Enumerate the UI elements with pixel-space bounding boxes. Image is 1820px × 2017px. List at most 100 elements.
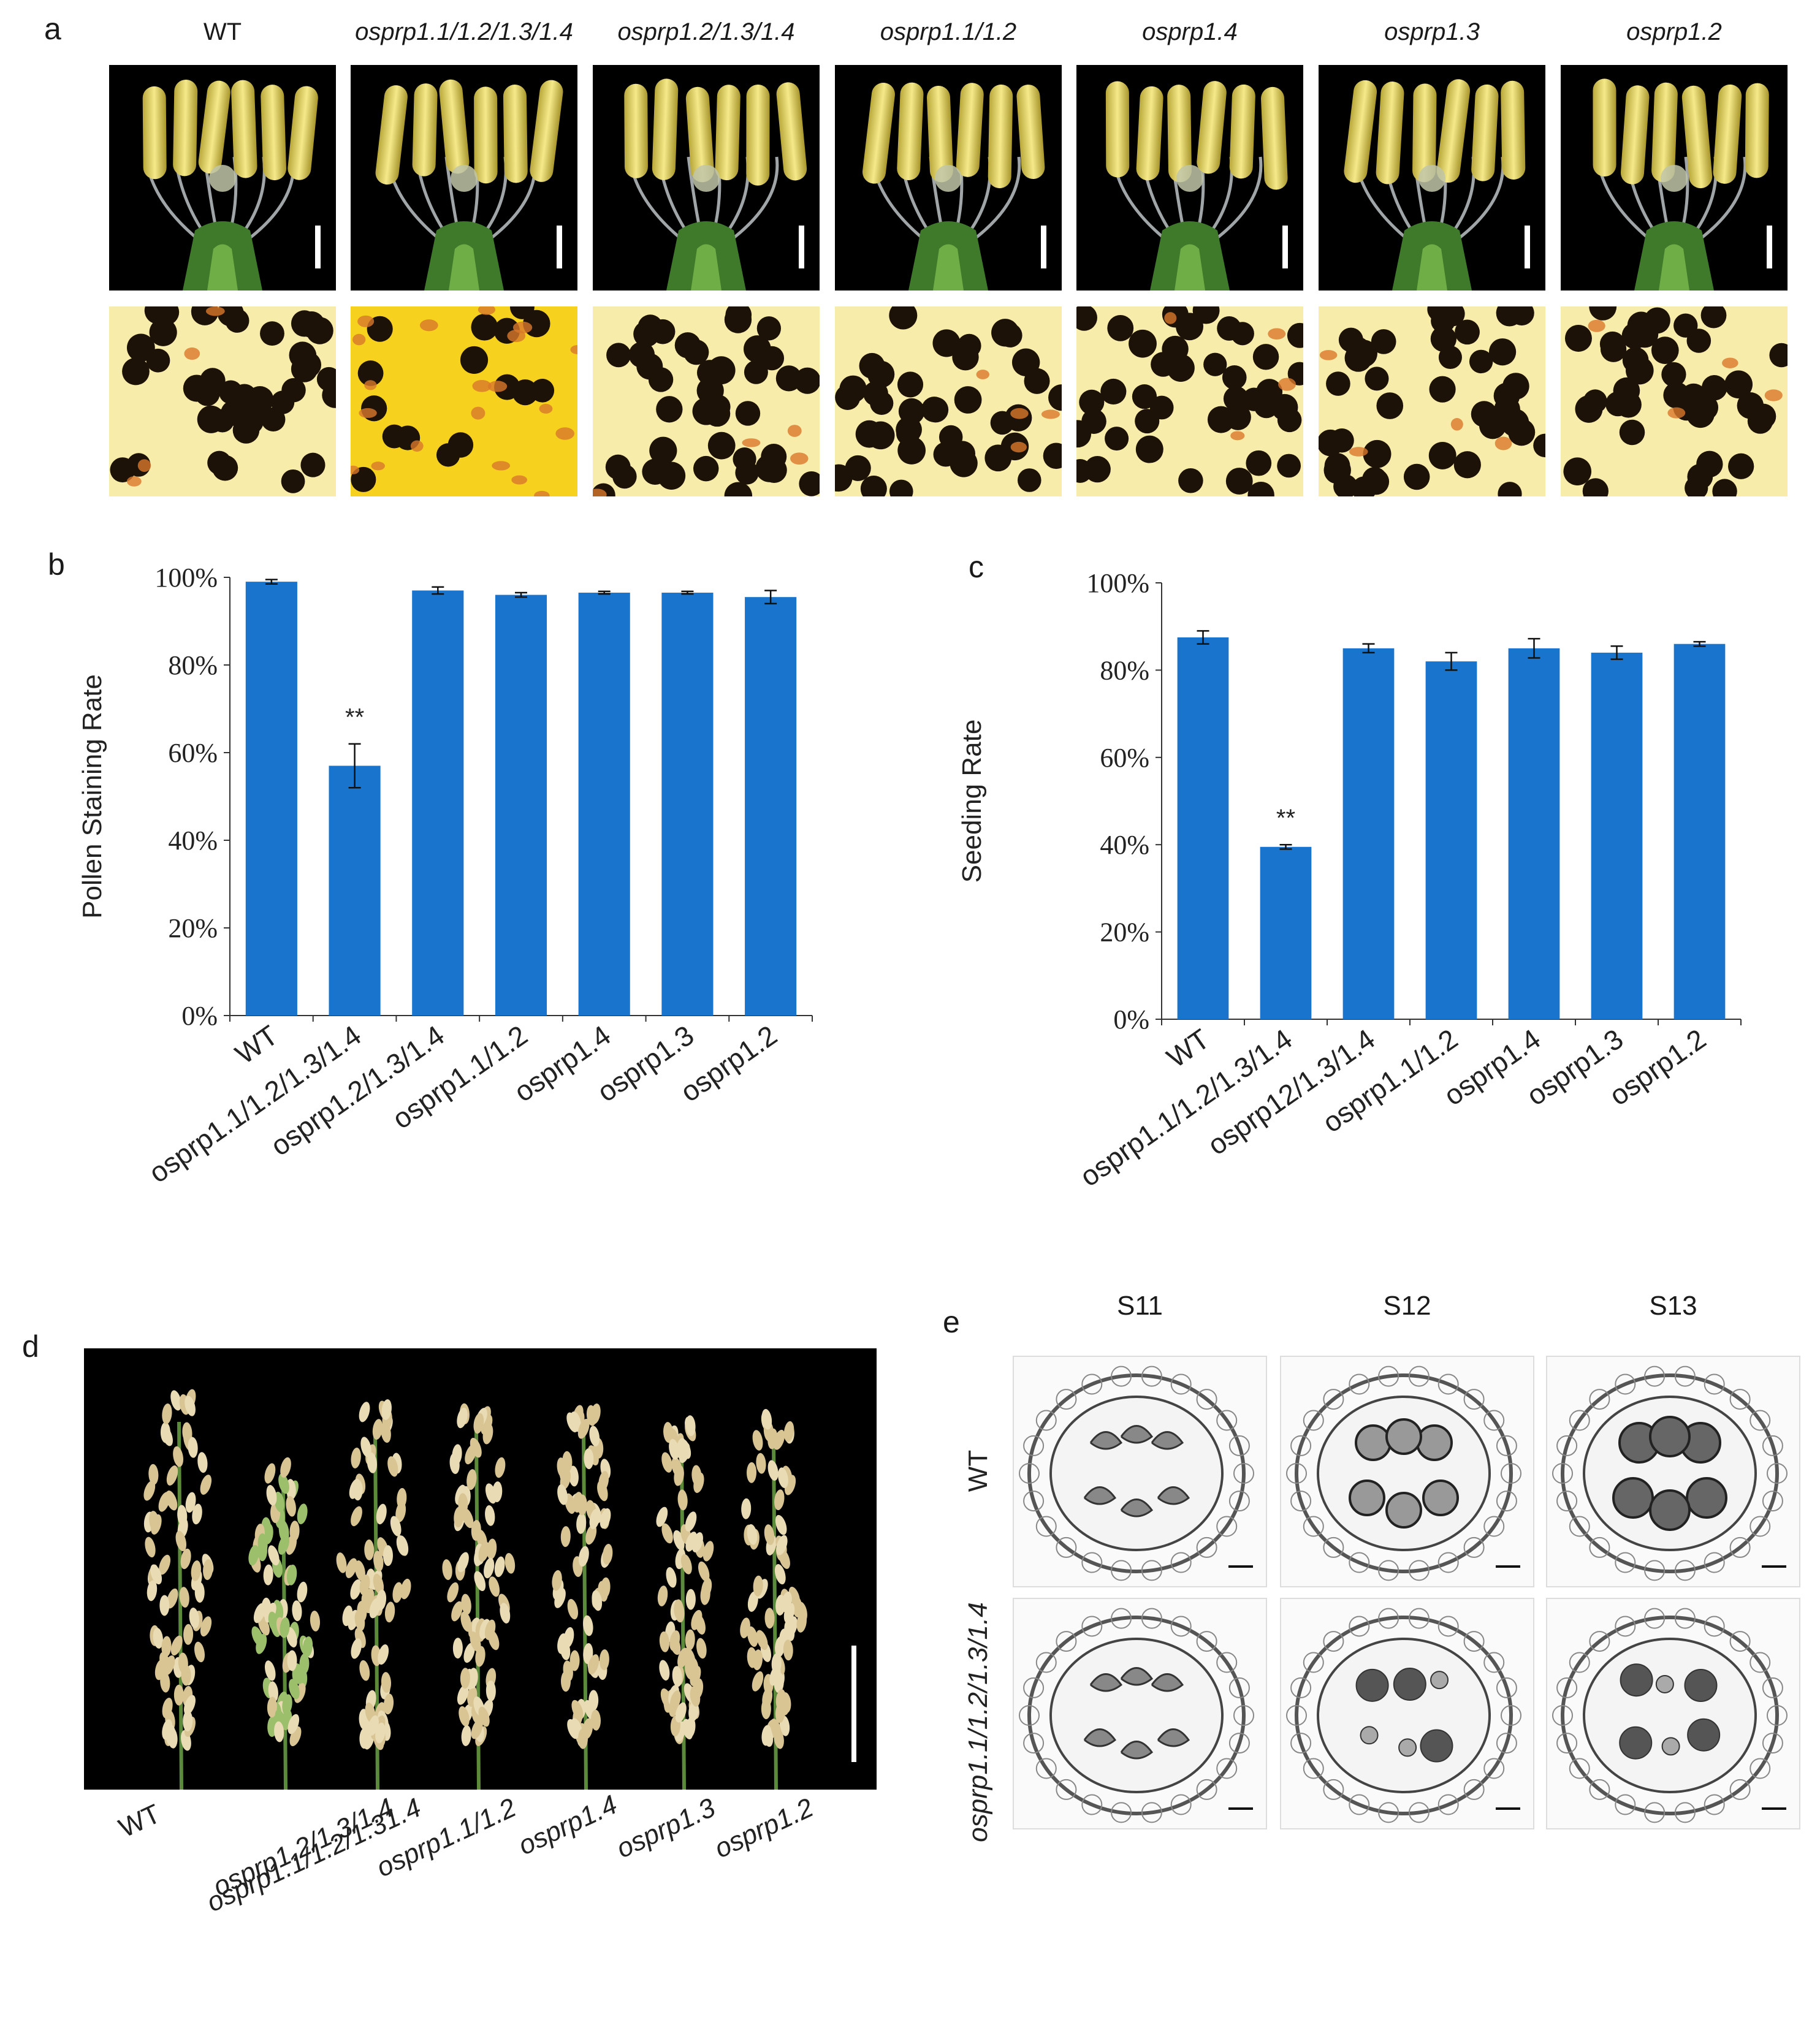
error-bar <box>1693 640 1706 647</box>
pollen-stain-photo <box>351 306 577 496</box>
bar <box>661 593 714 1016</box>
anther-section-photo <box>1013 1598 1267 1829</box>
pollen-stain-photo <box>1319 306 1545 496</box>
bar <box>745 597 797 1016</box>
panicle-label: WT <box>115 1799 166 1844</box>
error-bar <box>1279 843 1292 850</box>
row-label: WT <box>963 1450 993 1492</box>
y-tick-label: 80% <box>168 650 218 680</box>
x-category-label: WT <box>229 1019 283 1071</box>
stage-label: S11 <box>1116 1291 1163 1321</box>
panel-a-column-label: osprp1.3 <box>1384 18 1480 45</box>
panel-c-letter: c <box>969 550 984 584</box>
y-tick-label: 80% <box>1100 655 1149 685</box>
significance-marker: ** <box>1276 805 1295 832</box>
error-bar <box>598 590 611 595</box>
pollen-stain-photo <box>835 306 1062 496</box>
flower-photo <box>1319 65 1545 291</box>
panel-d-letter: d <box>22 1329 39 1364</box>
bar <box>1591 652 1643 1019</box>
bar <box>1342 648 1395 1019</box>
bar <box>412 590 464 1016</box>
x-category-label: WT <box>1161 1023 1215 1074</box>
panel-a-column-label: WT <box>203 18 242 45</box>
error-bar <box>681 590 694 595</box>
pollen-stain-photo <box>593 306 820 496</box>
panel-a-column-label: osprp1.1/1.2 <box>880 18 1017 45</box>
panicle-label: osprp1.3 <box>612 1792 720 1864</box>
panicle <box>552 1404 613 1790</box>
pollen-stain-photo <box>1076 306 1303 496</box>
panicle-photo <box>84 1348 877 1790</box>
error-bar <box>1528 637 1540 659</box>
panicle-label: osprp1.4 <box>514 1790 622 1861</box>
error-bar <box>1610 645 1623 660</box>
error-bar <box>432 586 444 595</box>
bar <box>1508 648 1560 1019</box>
flower-photo <box>835 65 1062 291</box>
panel-a-column-label: osprp1.1/1.2/1.3/1.4 <box>355 18 573 45</box>
panel-a-column-label: osprp1.4 <box>1142 18 1238 45</box>
error-bar <box>515 591 527 598</box>
y-axis-label: Seeding Rate <box>957 720 987 883</box>
error-bar <box>1197 630 1209 645</box>
panel-e-letter: e <box>943 1305 960 1339</box>
panel-d-labels: WT osprp1.1/1.2/1.31.4osprp1.2/1.3/1.4osp… <box>115 1790 818 1918</box>
anther-section-photo <box>1013 1356 1267 1587</box>
pollen-stain-photo <box>109 306 336 496</box>
y-tick-label: 20% <box>168 913 218 943</box>
bar <box>1177 637 1229 1019</box>
stage-label: S12 <box>1383 1291 1431 1321</box>
error-bar <box>348 743 361 789</box>
bar <box>1425 661 1477 1019</box>
panel-a-column-label: osprp1.2 <box>1626 18 1722 45</box>
bar <box>495 594 547 1016</box>
error-bar <box>1362 643 1375 654</box>
anther-section-photo <box>1280 1598 1534 1829</box>
panicle-label: osprp1.2 <box>710 1793 818 1864</box>
row-label: osprp1.1/1.2/1.3/1.4 <box>963 1602 993 1842</box>
flower-photo <box>593 65 820 291</box>
bar <box>1673 644 1726 1019</box>
bar <box>329 765 381 1016</box>
panicle <box>336 1399 411 1790</box>
y-tick-label: 40% <box>1100 830 1149 860</box>
bar <box>1260 846 1312 1019</box>
y-tick-label: 40% <box>168 826 218 856</box>
anther-section-photo <box>1546 1598 1800 1829</box>
panel-a-column-label: osprp1.2/1.3/1.4 <box>617 18 795 45</box>
panicle <box>143 1389 214 1790</box>
y-tick-label: 100% <box>154 563 218 593</box>
panicle <box>740 1408 807 1790</box>
flower-photo <box>351 65 577 291</box>
bar <box>578 593 630 1016</box>
panicle-label: osprp1.2/1.3/1.4 <box>208 1793 398 1902</box>
seeding-rate-chart: 0%20%40%60%80%100%Seeding RateWTosprp1.1… <box>957 568 1742 1193</box>
panicle <box>248 1457 321 1790</box>
flower-photo <box>109 65 336 291</box>
y-tick-label: 0% <box>1113 1005 1149 1035</box>
y-axis-label: Pollen Staining Rate <box>77 674 107 919</box>
y-tick-label: 100% <box>1086 568 1149 598</box>
anther-section-photo <box>1280 1356 1534 1587</box>
y-tick-label: 0% <box>181 1001 218 1031</box>
significance-marker: ** <box>345 704 364 731</box>
panicle <box>656 1415 714 1790</box>
pollen-staining-chart: 0% 20% 40% 60% 80% 100% Pollen Staining Rate WT… <box>77 563 813 1189</box>
flower-photo <box>1076 65 1303 291</box>
anther-section-photo <box>1546 1356 1800 1587</box>
panel-b-letter: b <box>48 547 65 582</box>
error-bar <box>265 579 278 585</box>
y-tick-label: 20% <box>1100 917 1149 948</box>
y-tick-label: 60% <box>168 738 218 768</box>
panel-a-letter: a <box>44 12 61 46</box>
flower-photo <box>1561 65 1788 291</box>
x-category-label: osprp1.2 <box>674 1019 782 1108</box>
y-tick-label: 60% <box>1100 743 1149 773</box>
scale-bar <box>851 1646 856 1762</box>
stage-label: S13 <box>1649 1291 1697 1321</box>
panel-e-row-labels: WT osprp1.1/1.2/1.3/1.4 <box>963 1450 993 1842</box>
panicle <box>442 1403 516 1790</box>
pollen-stain-photo <box>1561 306 1788 496</box>
error-bar <box>1445 651 1458 671</box>
